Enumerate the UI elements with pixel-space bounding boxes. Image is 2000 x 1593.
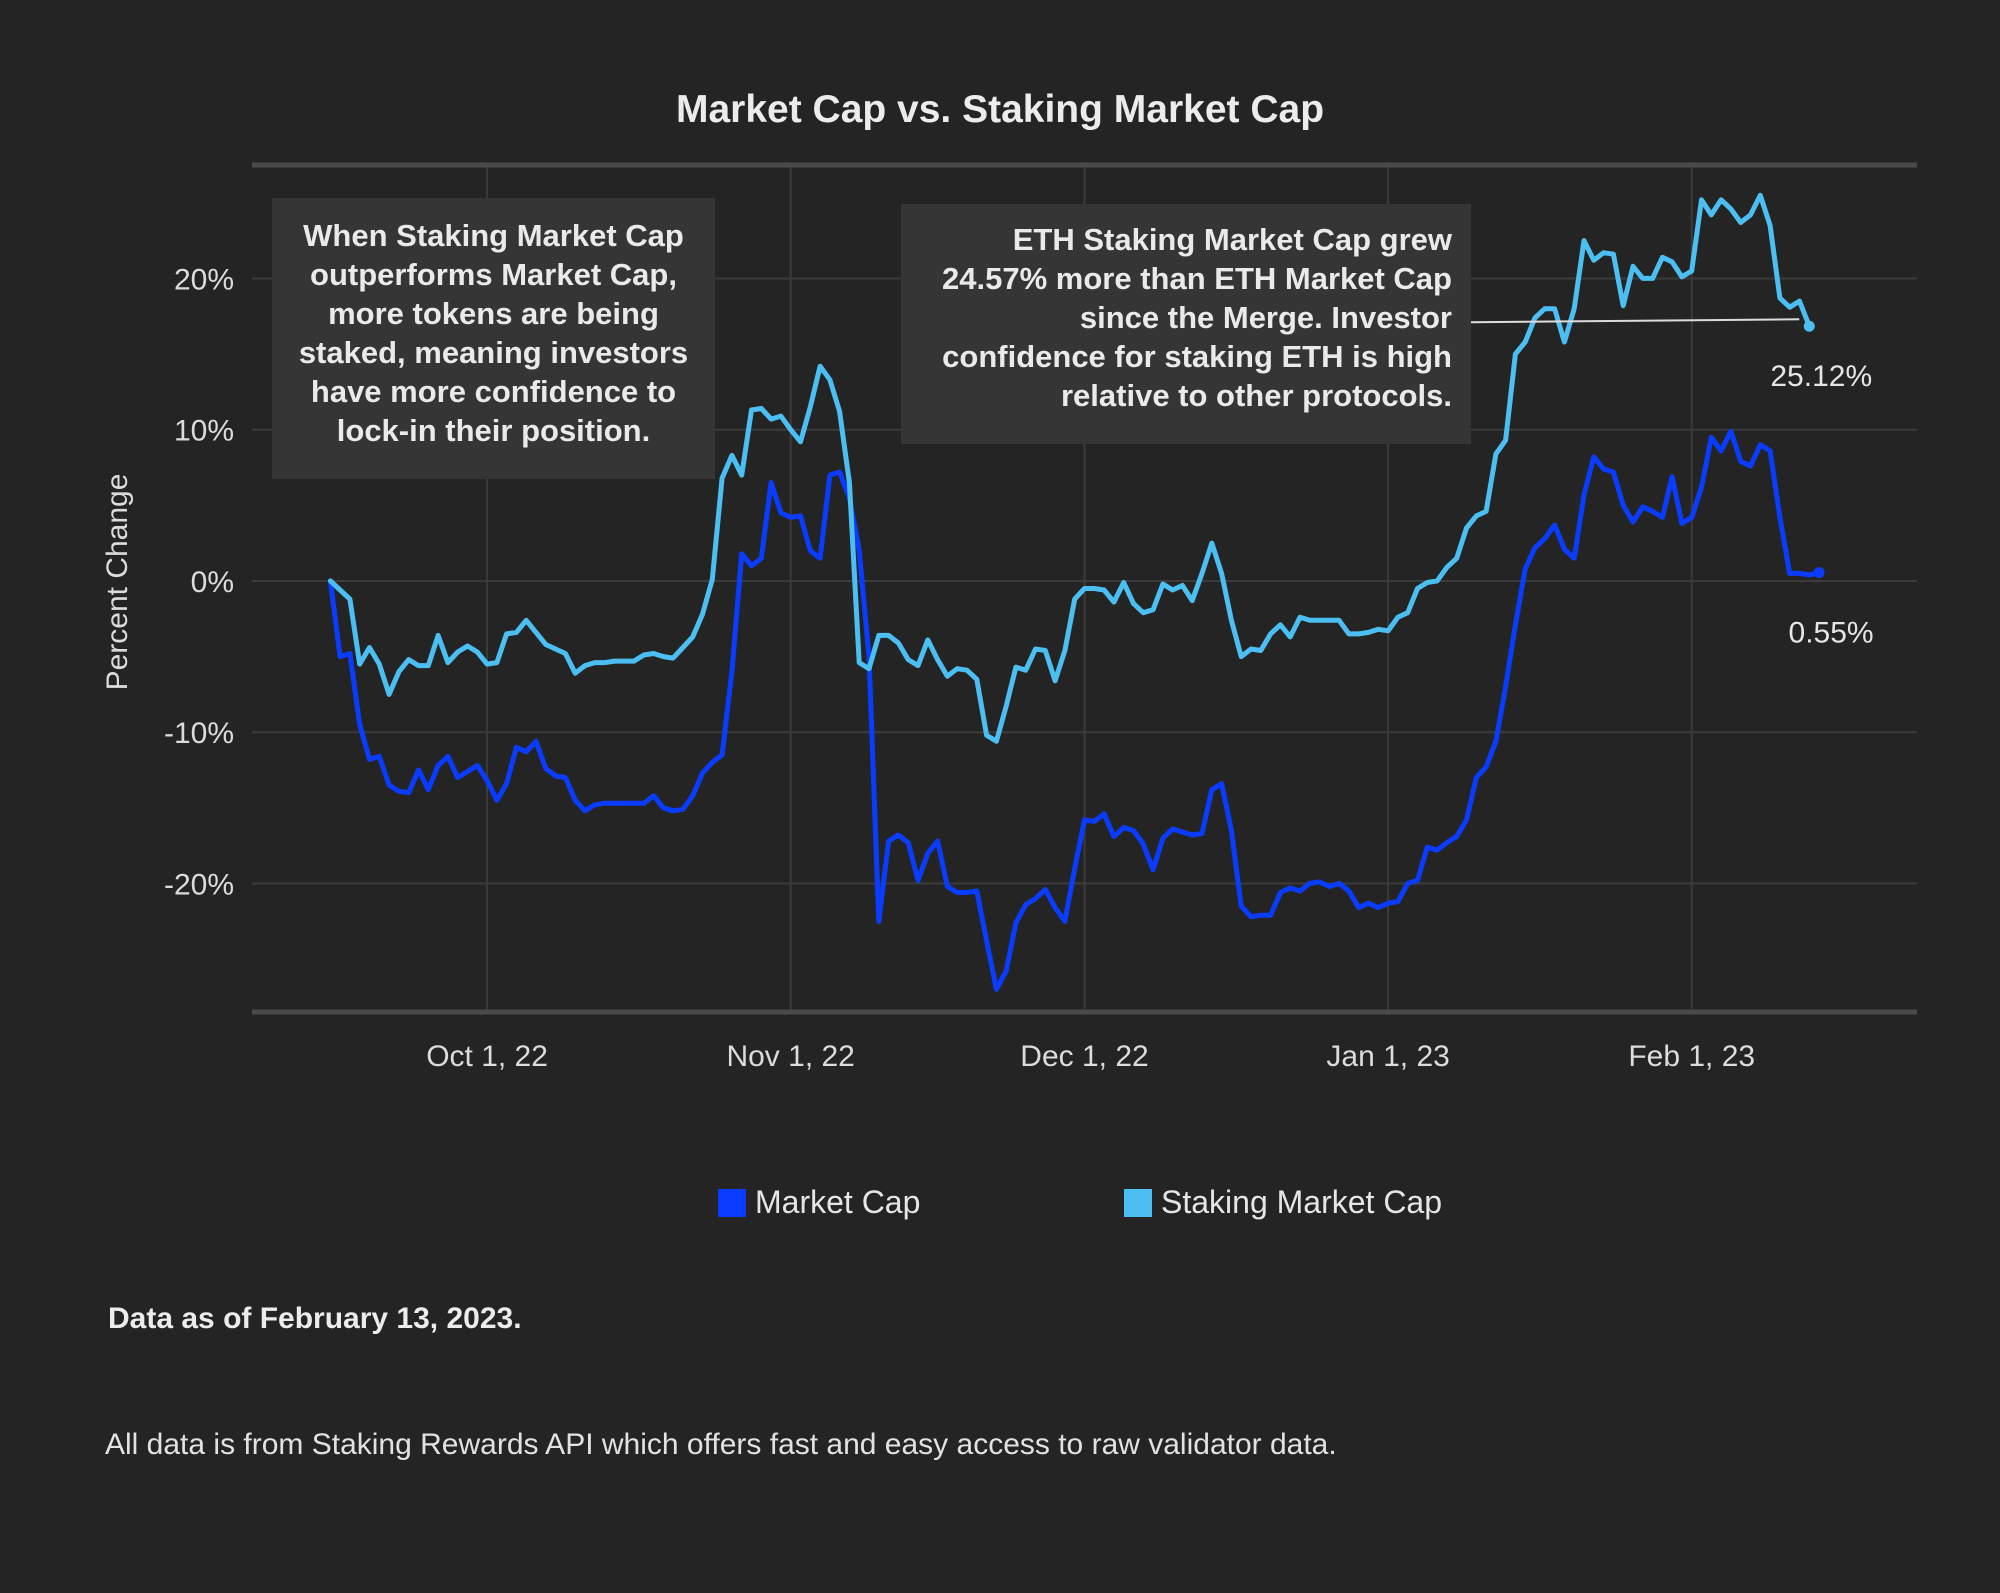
chart-title: Market Cap vs. Staking Market Cap <box>675 88 1325 131</box>
legend-swatch-market-cap <box>718 1188 746 1217</box>
x-tick-label: Oct 1, 22 <box>426 1040 548 1073</box>
x-tick-label: Dec 1, 22 <box>1020 1040 1148 1073</box>
y-axis-title: Percent Change <box>101 474 134 691</box>
y-tick-label: 0% <box>191 566 234 599</box>
data-source-note: All data is from Staking Rewards API whi… <box>105 1428 1337 1461</box>
series-endpoint-staking-market-cap <box>1803 320 1815 332</box>
legend-item-staking-market-cap[interactable]: Staking Market Cap <box>1124 1184 1442 1221</box>
legend-swatch-staking-market-cap <box>1124 1188 1152 1217</box>
end-label-market-cap: 0.55% <box>1789 617 1874 650</box>
legend-item-market-cap[interactable]: Market Cap <box>718 1184 920 1221</box>
legend-label-staking-market-cap: Staking Market Cap <box>1161 1184 1443 1220</box>
legend-label-market-cap: Market Cap <box>755 1184 921 1220</box>
series-line-staking-market-cap <box>327 192 1812 744</box>
annotation-left-note: When Staking Market Cap outperforms Mark… <box>272 198 715 479</box>
y-tick-label: 20% <box>174 263 234 296</box>
x-tick-label: Feb 1, 23 <box>1628 1040 1755 1073</box>
data-date-note: Data as of February 13, 2023. <box>108 1302 522 1335</box>
series-layer <box>327 192 1825 992</box>
y-tick-label: 10% <box>174 415 234 448</box>
series-line-market-cap <box>327 428 1822 992</box>
y-tick-label: -20% <box>164 868 234 901</box>
annotation-leader-line <box>1470 318 1800 324</box>
axis-layer: 20% 10% 0% -10% -20% Oct 1, 22 Nov 1, 22 Dec 1,… <box>164 162 1917 1073</box>
end-label-staking-market-cap: 25.12% <box>1770 360 1872 393</box>
x-tick-label: Jan 1, 23 <box>1326 1040 1449 1073</box>
x-tick-label: Nov 1, 22 <box>726 1040 854 1073</box>
series-endpoint-market-cap <box>1813 567 1825 579</box>
label-layer: 25.12% 0.55% <box>1770 360 1873 649</box>
annotation-right-note: ETH Staking Market Cap grew 24.57% more … <box>901 204 1471 444</box>
y-tick-label: -10% <box>164 717 234 750</box>
